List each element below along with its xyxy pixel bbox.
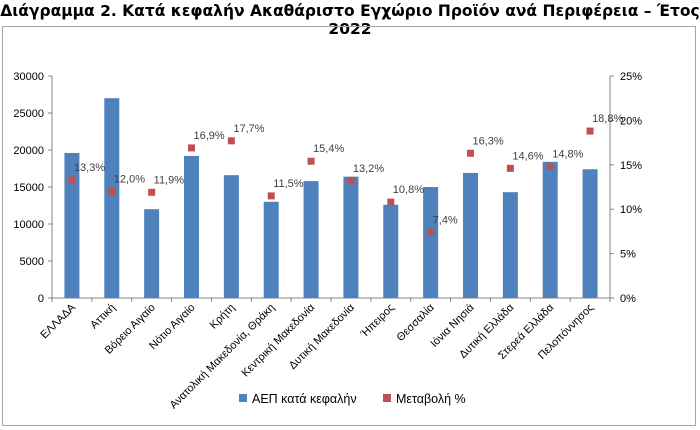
point-marker[interactable] bbox=[108, 187, 116, 195]
x-category-label: Κεντρική Μακεδονία bbox=[239, 301, 317, 379]
bar[interactable] bbox=[502, 192, 518, 298]
point-data-label: 12,0% bbox=[114, 173, 145, 185]
point-marker[interactable] bbox=[387, 198, 395, 206]
point-marker[interactable] bbox=[68, 176, 76, 184]
point-data-label: 16,9% bbox=[194, 130, 225, 142]
point-data-label: 17,7% bbox=[233, 123, 264, 135]
y-left-tick-label: 30000 bbox=[13, 71, 44, 83]
y-left-tick-label: 15000 bbox=[13, 182, 44, 194]
point-marker[interactable] bbox=[307, 157, 315, 165]
y-left-tick-label: 5000 bbox=[20, 256, 44, 268]
bar[interactable] bbox=[542, 161, 558, 298]
bar[interactable] bbox=[104, 98, 120, 298]
bar[interactable] bbox=[423, 187, 439, 298]
point-data-label: 16,3% bbox=[473, 135, 504, 147]
point-marker[interactable] bbox=[148, 188, 156, 196]
y-right-tick-label: 0% bbox=[620, 293, 636, 305]
point-marker[interactable] bbox=[427, 228, 435, 236]
point-marker[interactable] bbox=[347, 177, 355, 185]
y-right-tick-label: 20% bbox=[620, 115, 642, 127]
bar[interactable] bbox=[582, 169, 598, 298]
chart-frame bbox=[2, 26, 696, 426]
bar[interactable] bbox=[303, 181, 319, 298]
x-category-label: Ήπειρος bbox=[358, 302, 397, 341]
x-category-label: ΕΛΛΑΔΑ bbox=[38, 301, 78, 341]
bar[interactable] bbox=[64, 152, 80, 298]
bar[interactable] bbox=[383, 204, 399, 298]
point-data-label: 11,5% bbox=[273, 178, 304, 190]
legend-swatch-gdp bbox=[239, 394, 247, 402]
y-right-tick-label: 10% bbox=[620, 204, 642, 216]
point-data-label: 13,3% bbox=[74, 162, 105, 174]
bar[interactable] bbox=[263, 201, 279, 298]
y-right-tick-label: 5% bbox=[620, 249, 636, 261]
point-marker[interactable] bbox=[467, 149, 474, 157]
point-marker[interactable] bbox=[267, 192, 275, 200]
point-marker[interactable] bbox=[227, 137, 235, 145]
x-category-label: Κρήτη bbox=[208, 302, 238, 332]
x-category-label: Θεσσαλία bbox=[395, 301, 438, 344]
x-category-label: Αττική bbox=[88, 302, 118, 332]
legend-label-gdp: ΑΕΠ κατά κεφαλήν bbox=[252, 392, 357, 406]
point-data-label: 10,8% bbox=[393, 184, 424, 196]
point-data-label: 11,9% bbox=[154, 174, 185, 186]
point-data-label: 14,6% bbox=[512, 150, 543, 162]
y-right-tick-label: 25% bbox=[620, 71, 642, 83]
bar[interactable] bbox=[184, 155, 199, 298]
point-marker[interactable] bbox=[586, 127, 594, 135]
y-left-tick-label: 25000 bbox=[13, 108, 44, 120]
bar[interactable] bbox=[343, 176, 359, 298]
legend-label-change: Μεταβολή % bbox=[396, 392, 466, 406]
bar[interactable] bbox=[223, 175, 239, 298]
point-data-label: 15,4% bbox=[313, 143, 344, 155]
bar[interactable] bbox=[463, 172, 478, 298]
legend-swatch-change bbox=[383, 394, 391, 402]
point-data-label: 13,2% bbox=[353, 163, 384, 175]
point-data-label: 18,8% bbox=[592, 113, 623, 125]
y-right-tick-label: 15% bbox=[620, 160, 642, 172]
y-left-tick-label: 10000 bbox=[13, 219, 44, 231]
point-marker[interactable] bbox=[546, 163, 554, 171]
point-data-label: 14,8% bbox=[552, 149, 583, 161]
point-marker[interactable] bbox=[188, 144, 195, 152]
point-marker[interactable] bbox=[506, 164, 514, 172]
point-data-label: 7,4% bbox=[433, 214, 458, 226]
y-left-tick-label: 20000 bbox=[13, 145, 44, 157]
chart-title: Διάγραμμα 2. Κατά κεφαλήν Ακαθάριστο Εγχ… bbox=[0, 2, 700, 38]
bar[interactable] bbox=[144, 209, 160, 298]
y-left-tick-label: 0 bbox=[38, 293, 44, 305]
